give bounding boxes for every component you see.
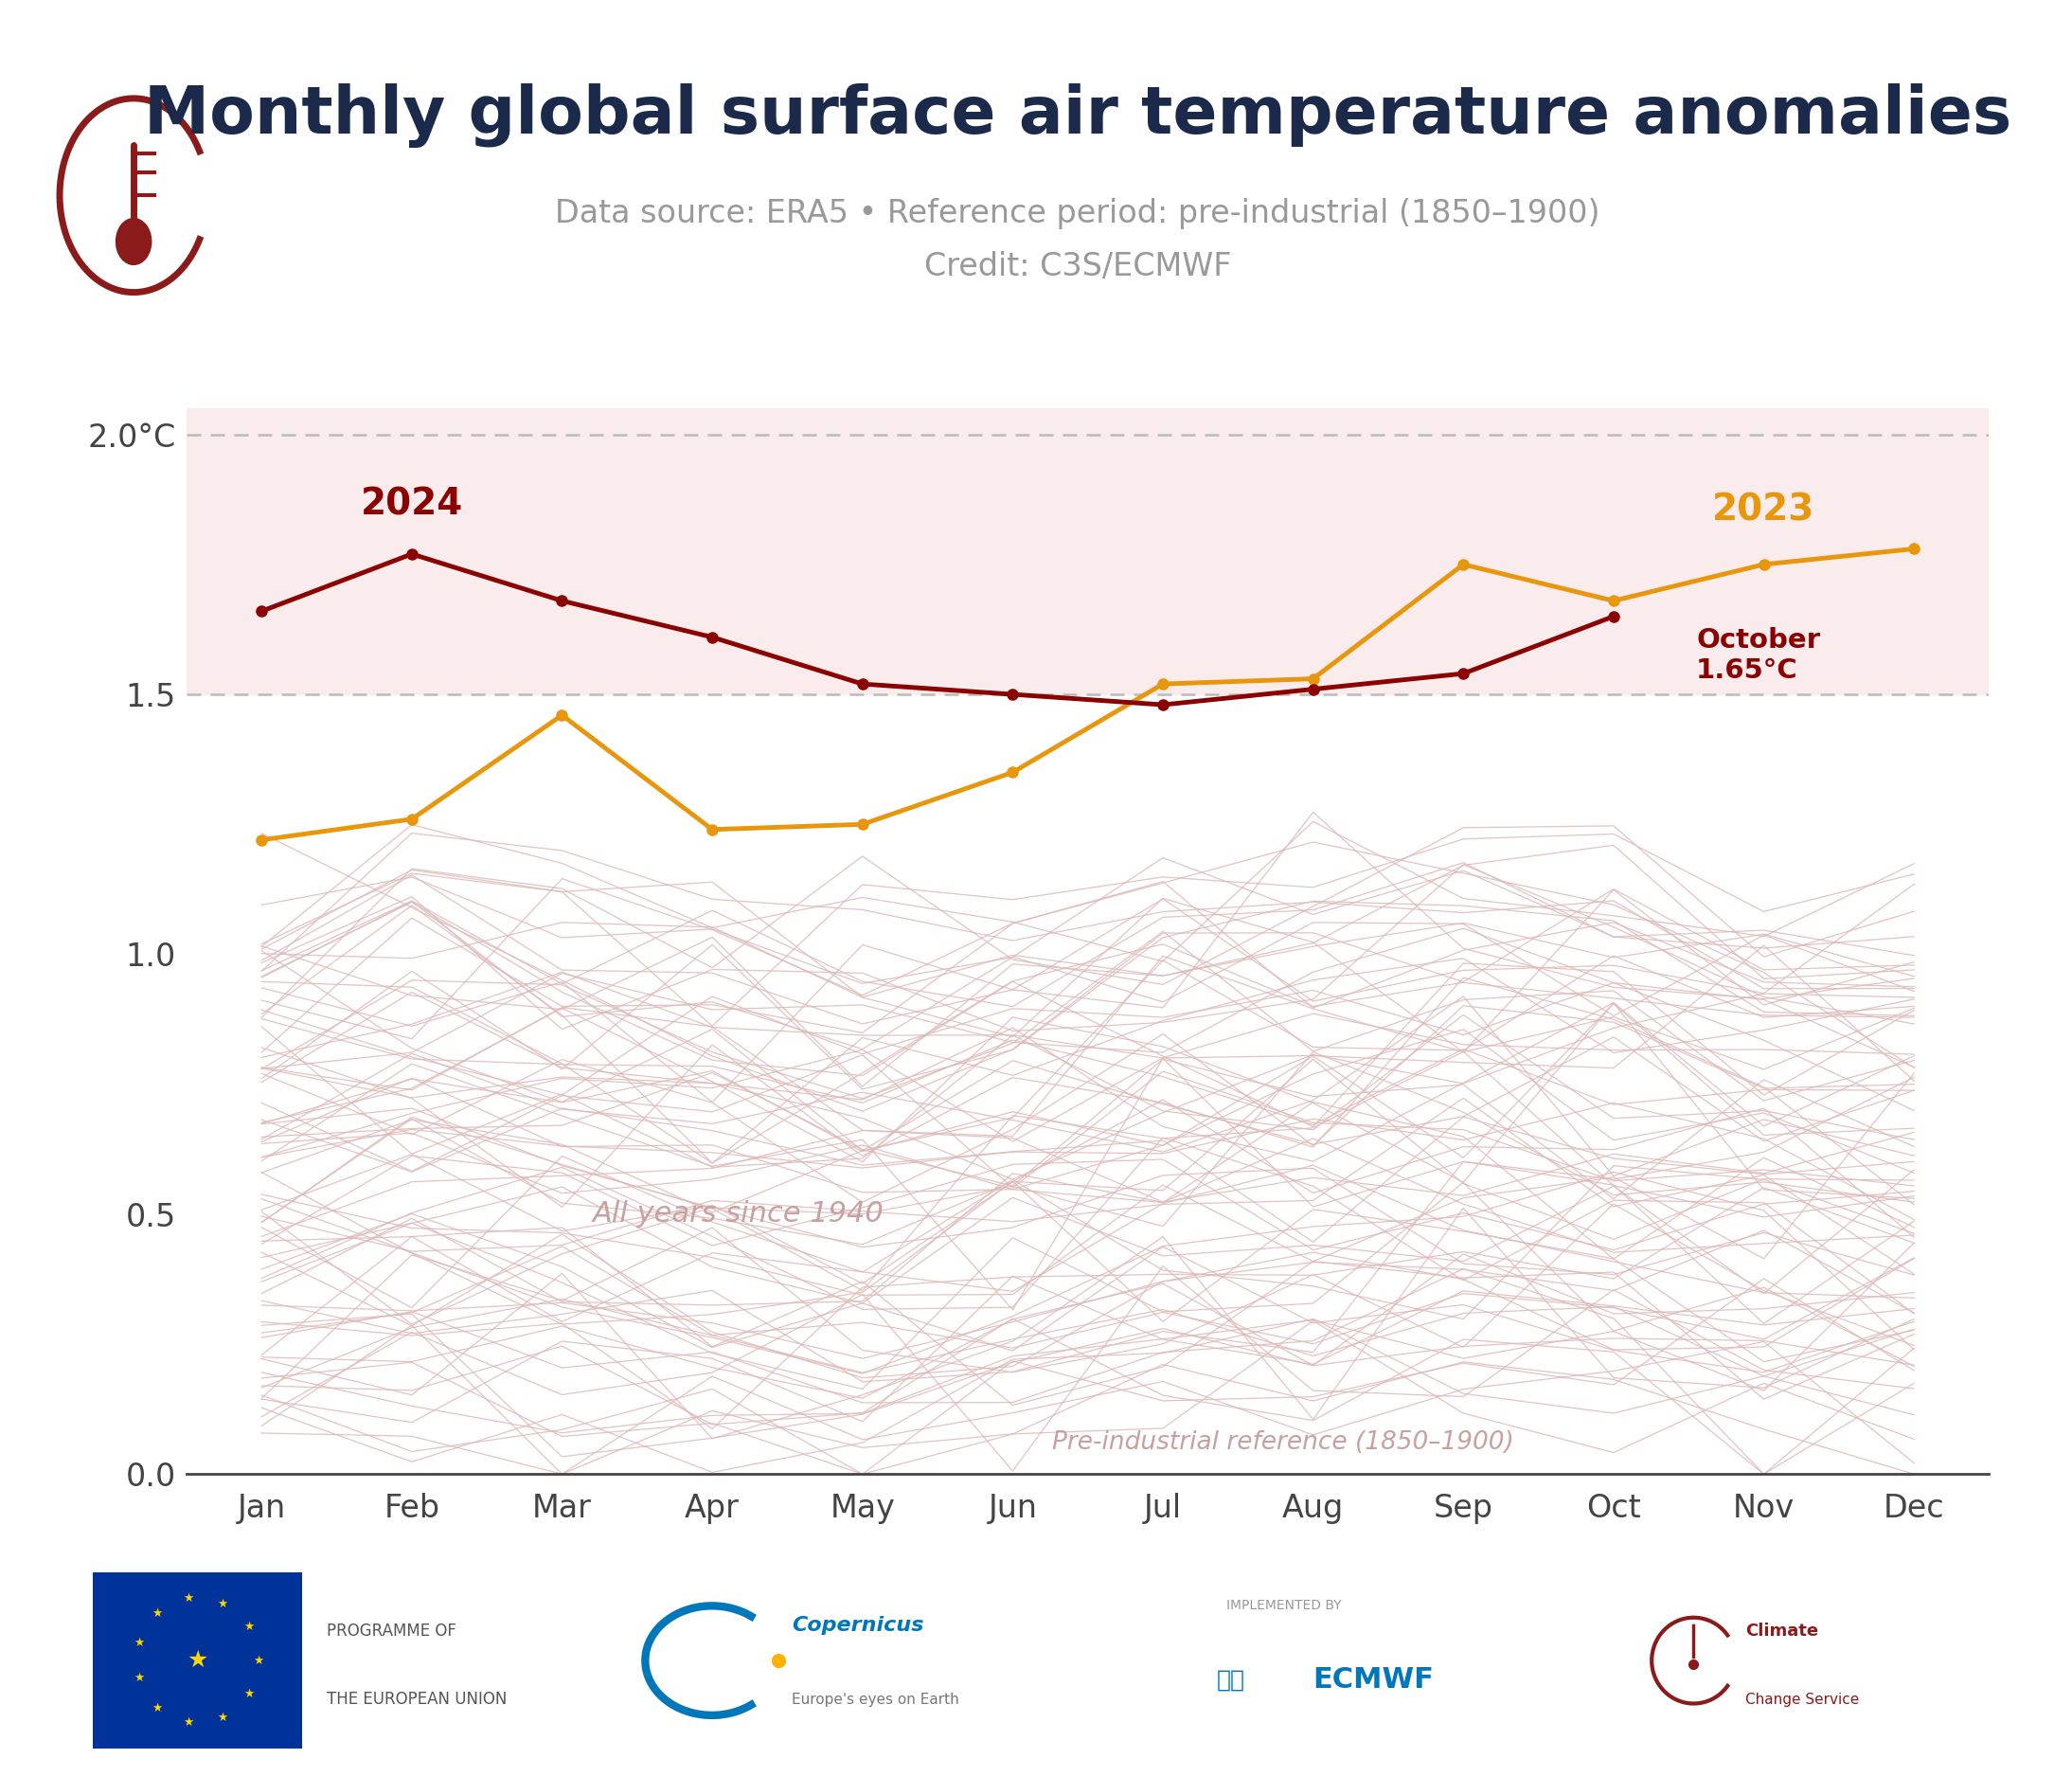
Text: ★: ★: [182, 1716, 195, 1728]
Text: Copernicus: Copernicus: [792, 1616, 924, 1636]
Text: Climate: Climate: [1745, 1623, 1817, 1639]
Text: ★: ★: [186, 1650, 207, 1671]
Text: October
1.65°C: October 1.65°C: [1697, 627, 1819, 684]
Text: PROGRAMME OF: PROGRAMME OF: [327, 1623, 456, 1639]
Bar: [186, 408, 1989, 694]
Text: Pre-industrial reference (1850–1900): Pre-industrial reference (1850–1900): [1053, 1431, 1515, 1455]
Text: ★: ★: [253, 1655, 263, 1666]
Text: 2024: 2024: [361, 487, 462, 522]
Text: ★: ★: [133, 1637, 145, 1650]
Text: All years since 1940: All years since 1940: [593, 1201, 883, 1227]
Text: Change Service: Change Service: [1745, 1693, 1859, 1707]
Text: ★: ★: [151, 1701, 162, 1714]
Text: ★: ★: [218, 1712, 228, 1723]
Text: ★: ★: [151, 1607, 162, 1620]
Text: Data source: ERA5 • Reference period: pre-industrial (1850–1900): Data source: ERA5 • Reference period: pr…: [555, 197, 1600, 229]
Text: ★: ★: [242, 1621, 255, 1632]
Text: ★: ★: [242, 1689, 255, 1700]
Text: ★: ★: [133, 1671, 145, 1684]
Text: ECMWF: ECMWF: [1312, 1666, 1434, 1694]
Text: Credit: C3S/ECMWF: Credit: C3S/ECMWF: [924, 250, 1231, 282]
Text: ⬛⬛: ⬛⬛: [1216, 1669, 1245, 1691]
Text: Europe's eyes on Earth: Europe's eyes on Earth: [792, 1693, 959, 1707]
Text: ★: ★: [218, 1598, 228, 1609]
FancyBboxPatch shape: [93, 1574, 303, 1748]
Text: 2023: 2023: [1711, 492, 1815, 527]
Text: THE EUROPEAN UNION: THE EUROPEAN UNION: [327, 1691, 508, 1709]
Text: IMPLEMENTED BY: IMPLEMENTED BY: [1227, 1598, 1343, 1613]
Text: ★: ★: [182, 1593, 195, 1606]
Circle shape: [116, 218, 151, 265]
Text: Monthly global surface air temperature anomalies: Monthly global surface air temperature a…: [143, 83, 2012, 147]
